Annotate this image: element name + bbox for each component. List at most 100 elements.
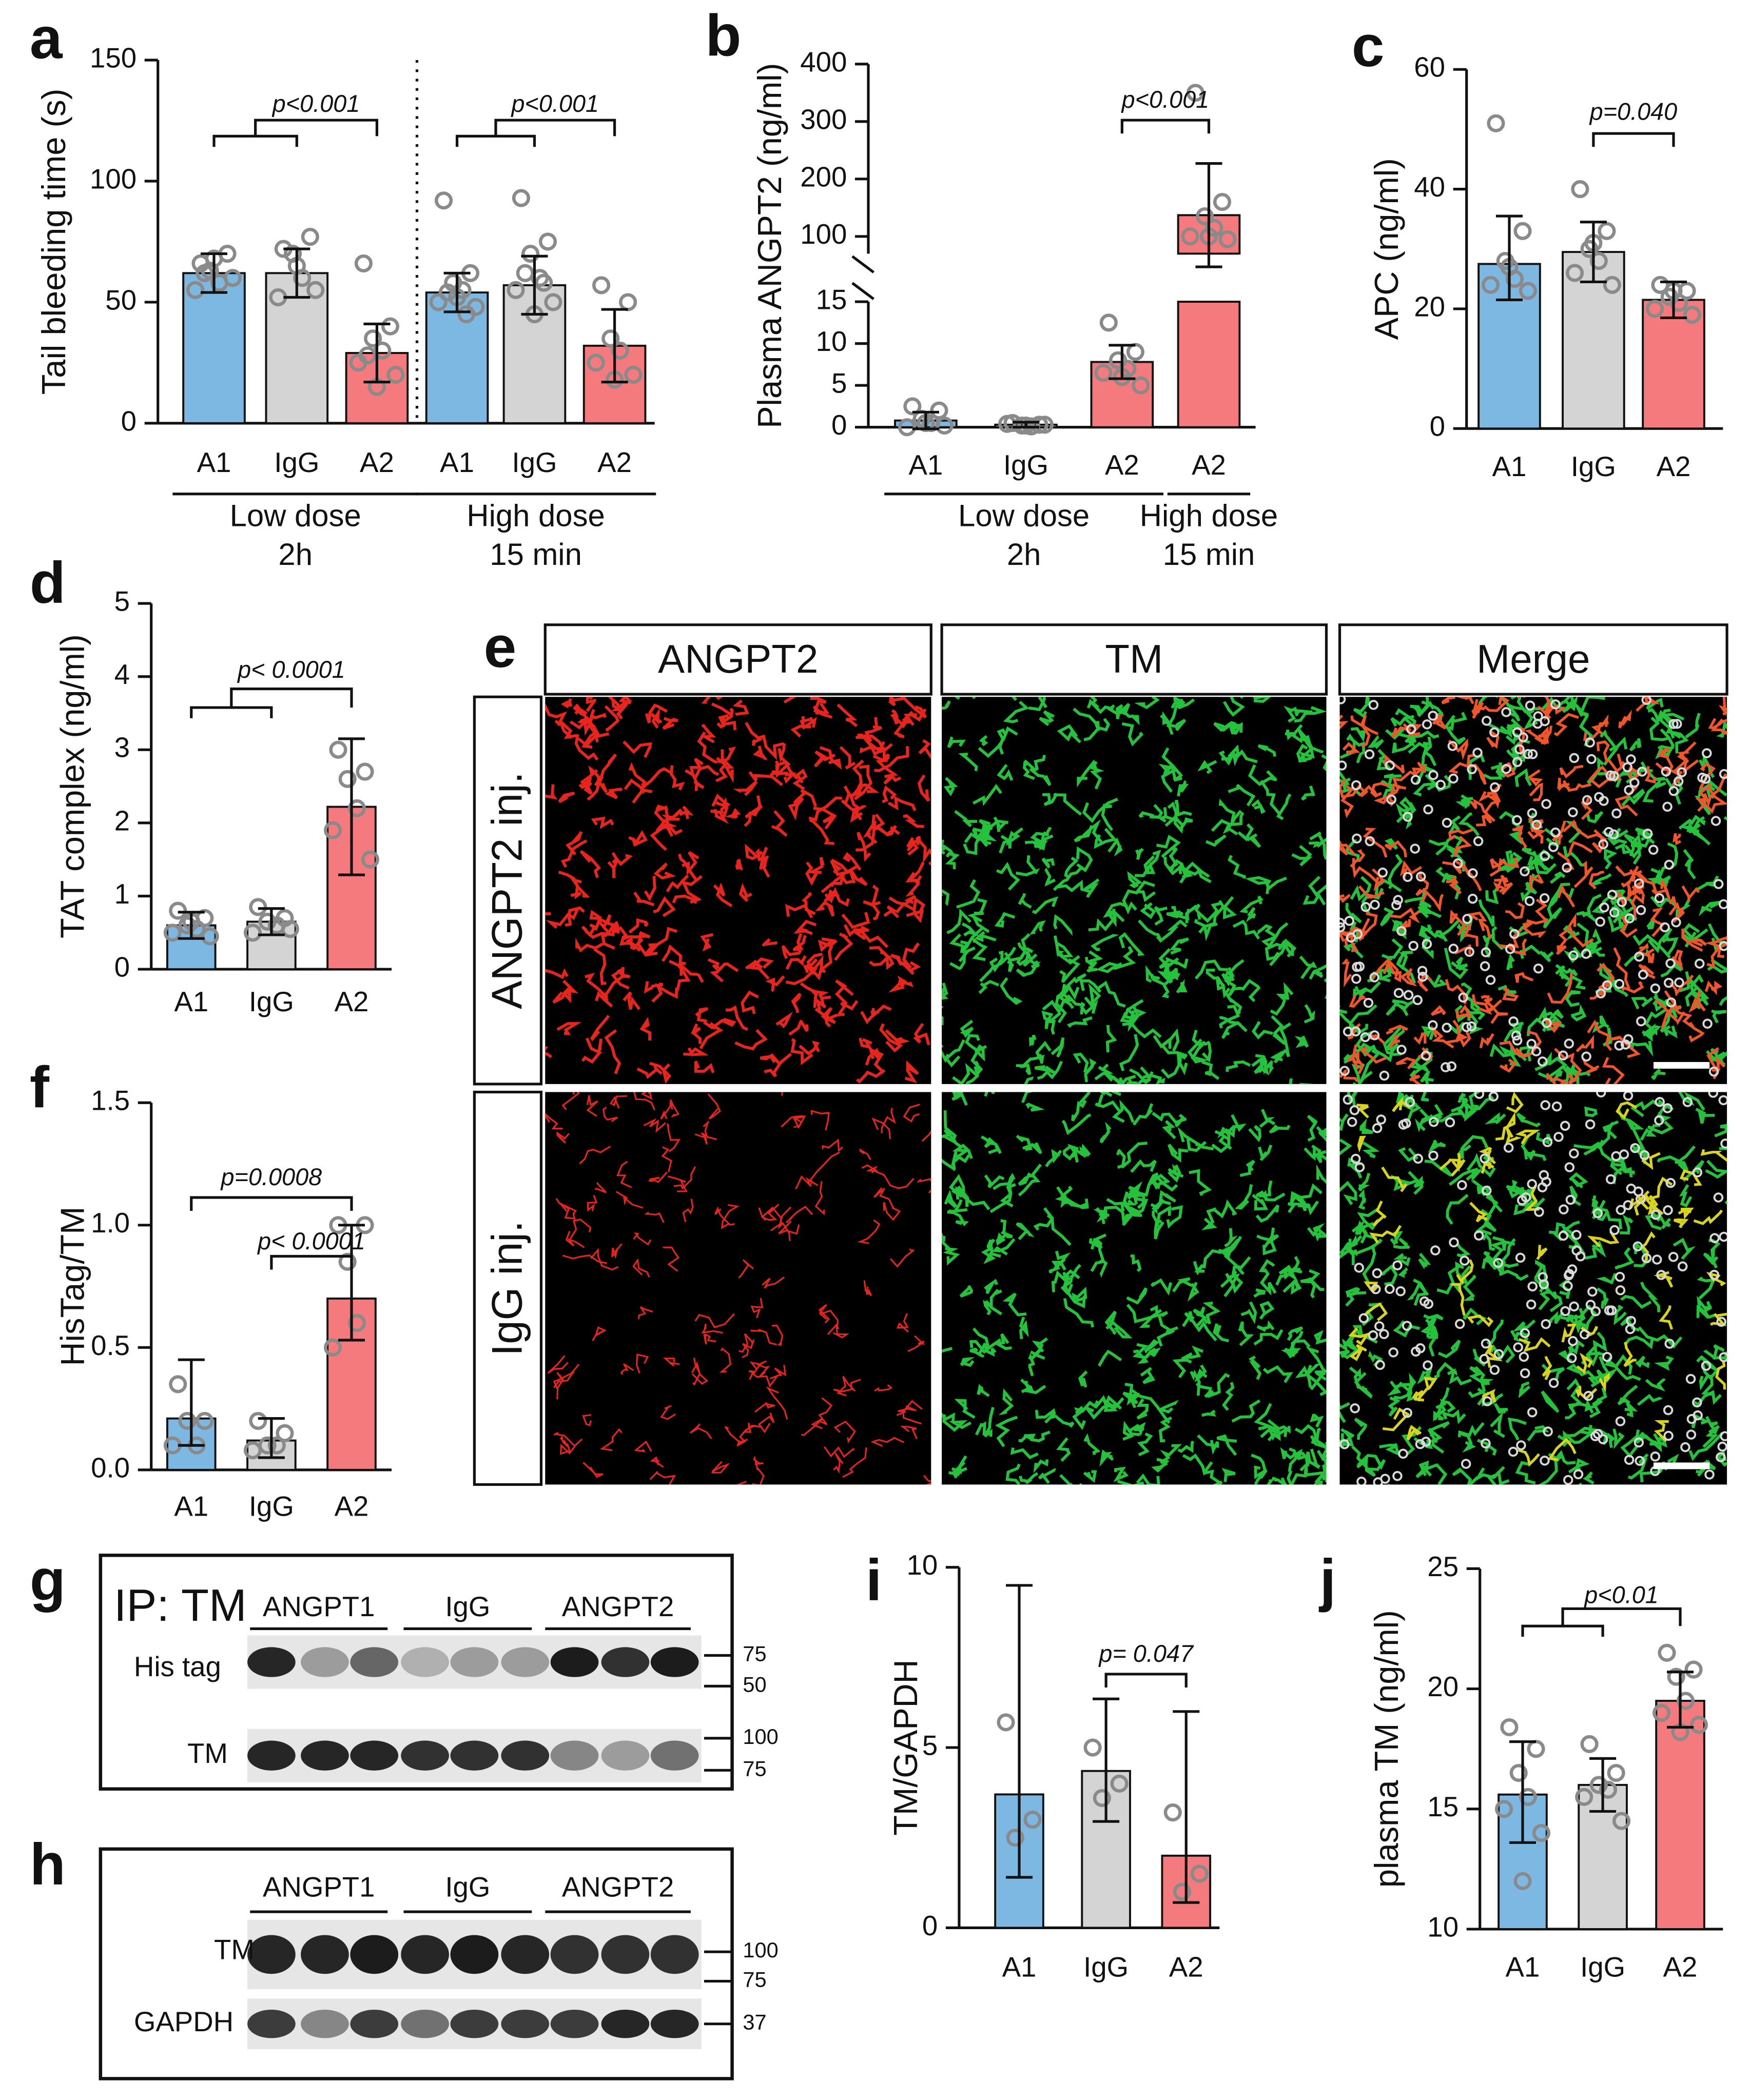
p-value: p<0.001 [1121,86,1210,113]
blot-row-label: TM [187,1738,228,1769]
bar [1177,301,1241,428]
column-header-box [1338,623,1728,696]
band [401,1647,449,1677]
data-point [163,924,182,942]
bracket [1104,1673,1188,1687]
bracket [212,119,379,147]
data-point [1487,114,1505,132]
data-point [1186,84,1205,102]
y-axis-label: TAT complex (ng/ml) [54,634,91,938]
data-point [611,341,629,360]
data-point [281,920,299,938]
y-tick-label: 20 [1427,1671,1459,1702]
y-tick-label: 2 [114,805,130,836]
band [650,1935,699,1974]
y-tick-label: 4 [114,659,130,690]
x-tick-label: IgG [1083,1951,1129,1983]
p-value: p< 0.0001 [237,656,345,683]
data-point [324,821,342,839]
data-point [1110,1774,1129,1793]
data-point [1500,1718,1519,1737]
blot-row-label: GAPDH [134,2006,234,2037]
x-tick-label: A2 [1663,1951,1698,1983]
stain [942,1092,1327,1485]
x-tick-label: IgG [249,986,294,1017]
band [501,1740,550,1771]
lane-group: ANGPT2 [562,1871,674,1902]
data-point [998,415,1017,433]
lane-group: ANGPT2 [562,1591,674,1622]
y-axis-label: plasma TM (ng/ml) [1368,1610,1405,1888]
data-point [935,416,954,435]
data-point [386,365,405,384]
marker-label: 50 [743,1672,766,1696]
y-tick-label: 5 [114,586,130,617]
band [301,2009,349,2038]
data-point [1571,180,1589,199]
y-tick-label: 15 [816,284,847,315]
data-point [1667,1667,1685,1686]
group-label: 2h [1007,537,1041,572]
data-point [507,281,525,299]
band [401,1740,449,1771]
y-tick-label: 5 [922,1730,938,1761]
data-point [1580,1735,1599,1753]
stain [942,697,1327,1084]
data-point [338,770,357,788]
data-point [1035,416,1054,434]
axis-break [851,282,874,300]
data-point [276,1424,294,1442]
y-tick-label: 0.0 [91,1452,130,1483]
data-point [1099,313,1118,332]
data-point [429,293,448,311]
y-tick-label: 20 [1414,291,1445,322]
data-point [338,1252,357,1271]
blot-title: IP: TM [114,1580,247,1631]
data-point [903,397,922,416]
data-point [1132,376,1150,395]
nuclei [1339,1092,1727,1485]
data-point [1589,252,1608,270]
band [450,1935,499,1974]
data-point [1532,1824,1550,1842]
data-point [535,273,553,292]
band [450,2009,499,2038]
marker-label: 75 [743,1642,766,1666]
data-point [1093,1789,1111,1807]
data-point [1163,1803,1182,1822]
data-point [1513,222,1532,240]
x-tick-label: A1 [174,986,208,1017]
data-point [1646,300,1664,318]
data-point [898,418,917,437]
data-point [1494,1800,1513,1818]
bracket [190,688,353,718]
data-point [243,1441,262,1460]
data-point [1519,282,1537,300]
column-header: TM [1105,636,1163,681]
band [501,1935,550,1974]
data-point [587,354,605,372]
panel-label: g [30,1547,66,1613]
x-tick-label: A1 [1492,451,1527,482]
bracket [190,1196,353,1211]
data-point [1519,1788,1537,1806]
data-point [1006,1829,1024,1847]
x-tick-label: IgG [249,1491,294,1522]
x-tick-label: A2 [1657,451,1691,482]
data-point [1213,193,1232,211]
data-point [178,916,197,935]
p-value: p=0.0008 [220,1164,322,1190]
band [601,2009,650,2038]
data-point [1603,276,1621,294]
x-tick-label: A2 [1169,1951,1203,1983]
y-tick-label: 5 [831,368,847,399]
data-point [249,1411,267,1430]
column-header: ANGPT2 [658,636,818,681]
column-header-box [543,623,932,696]
y-tick-label: 15 [1427,1791,1459,1822]
band [301,1740,349,1771]
y-tick-label: 25 [1427,1551,1459,1582]
data-point [1599,1780,1618,1799]
column-header: Merge [1476,636,1590,681]
band [350,1740,399,1771]
